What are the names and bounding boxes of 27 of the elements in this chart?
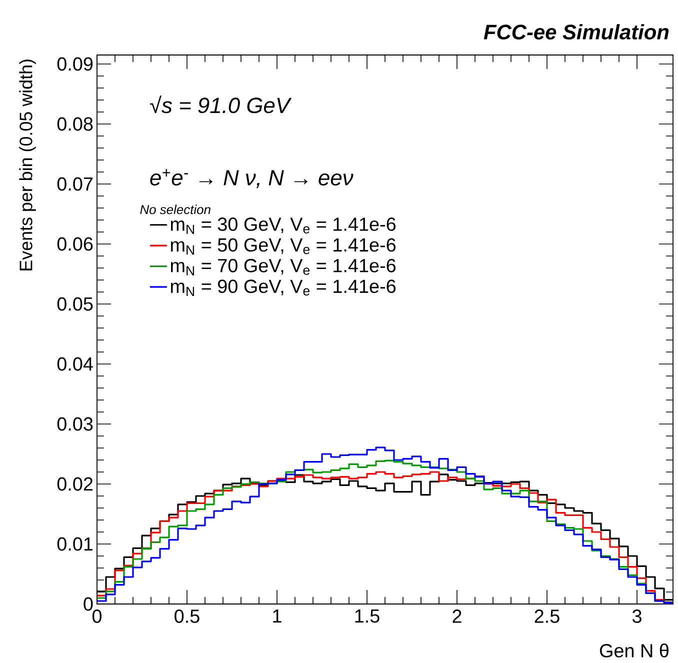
y-tick-label: 0: [84, 597, 93, 611]
y-tick-label: 0.03: [57, 417, 93, 431]
y-axis-title: Events per bin (0.05 width): [19, 60, 36, 270]
y-tick-label: 0.04: [57, 357, 93, 371]
legend-title: No selection: [140, 204, 210, 214]
x-axis-title: Gen N θ: [600, 644, 668, 658]
legend-label: m$_{N}$ = 90 GeV, V$_{e}$ = 1.41e-6: [171, 280, 396, 296]
x-tick-label: 3: [632, 610, 642, 623]
chart-title: FCC-ee Simulation: [484, 24, 669, 40]
legend-label: m$_{N}$ = 70 GeV, V$_{e}$ = 1.41e-6: [171, 258, 396, 276]
x-tick-label: 0.5: [174, 610, 200, 623]
annotation: √s = 91.0 GeV: [150, 96, 292, 114]
y-tick-label: 0.09: [57, 57, 93, 71]
x-tick-label: 0: [92, 610, 102, 623]
y-tick-label: 0.08: [57, 117, 93, 131]
y-tick-label: 0.01: [57, 537, 93, 551]
annotation: e$^{+}$e$^{-}$ → N ν, N → eeν: [150, 168, 354, 188]
y-tick-label: 0.06: [57, 237, 93, 251]
x-tick-label: 1: [273, 610, 282, 623]
x-tick-label: 2: [452, 610, 462, 623]
y-tick-label: 0.07: [57, 177, 93, 191]
x-tick-label: 1.5: [355, 610, 380, 623]
x-tick-label: 2.5: [534, 610, 560, 623]
y-tick-label: 0.05: [57, 297, 93, 311]
legend-label: m$_{N}$ = 50 GeV, V$_{e}$ = 1.41e-6: [171, 238, 396, 255]
legend-label: m$_{N}$ = 30 GeV, V$_{e}$ = 1.41e-6: [171, 218, 396, 234]
y-tick-label: 0.02: [57, 477, 93, 491]
